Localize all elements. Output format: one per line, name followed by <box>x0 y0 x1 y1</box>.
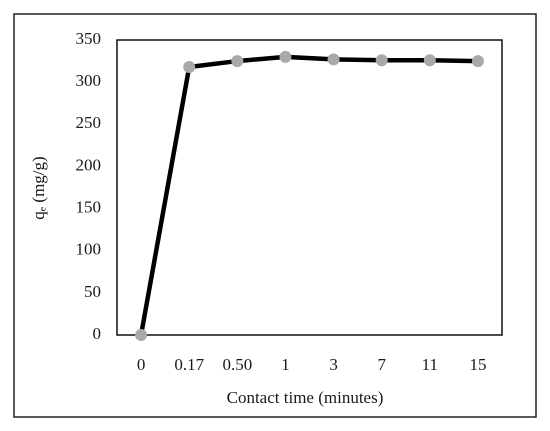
x-axis-label: Contact time (minutes) <box>227 388 384 407</box>
x-tick-label: 0.17 <box>174 355 204 374</box>
y-tick-label: 50 <box>84 282 101 301</box>
y-axis-label: qₑ (mg/g) <box>29 156 48 219</box>
x-tick-label: 0.50 <box>222 355 252 374</box>
data-point <box>471 55 484 68</box>
x-tick-label: 11 <box>422 355 438 374</box>
data-point <box>135 329 148 341</box>
y-tick-label: 350 <box>76 29 102 48</box>
x-tick-label: 7 <box>377 355 386 374</box>
data-point <box>327 53 340 66</box>
x-tick-label: 0 <box>137 355 146 374</box>
data-point <box>183 60 196 73</box>
plot-frame <box>116 39 503 336</box>
x-tick-label: 15 <box>469 355 486 374</box>
data-point <box>375 54 388 67</box>
data-point <box>423 54 436 67</box>
y-tick-label: 300 <box>76 71 102 90</box>
x-tick-label: 1 <box>281 355 290 374</box>
data-line <box>138 54 478 336</box>
x-tick-label: 3 <box>329 355 338 374</box>
data-point <box>279 50 292 63</box>
y-tick-label: 100 <box>76 240 102 259</box>
y-tick-label: 200 <box>76 155 102 174</box>
chart-border <box>13 13 537 418</box>
y-tick-label: 150 <box>76 197 102 216</box>
y-tick-label: 0 <box>93 324 102 343</box>
data-point <box>231 55 244 68</box>
y-tick-label: 250 <box>76 113 102 132</box>
